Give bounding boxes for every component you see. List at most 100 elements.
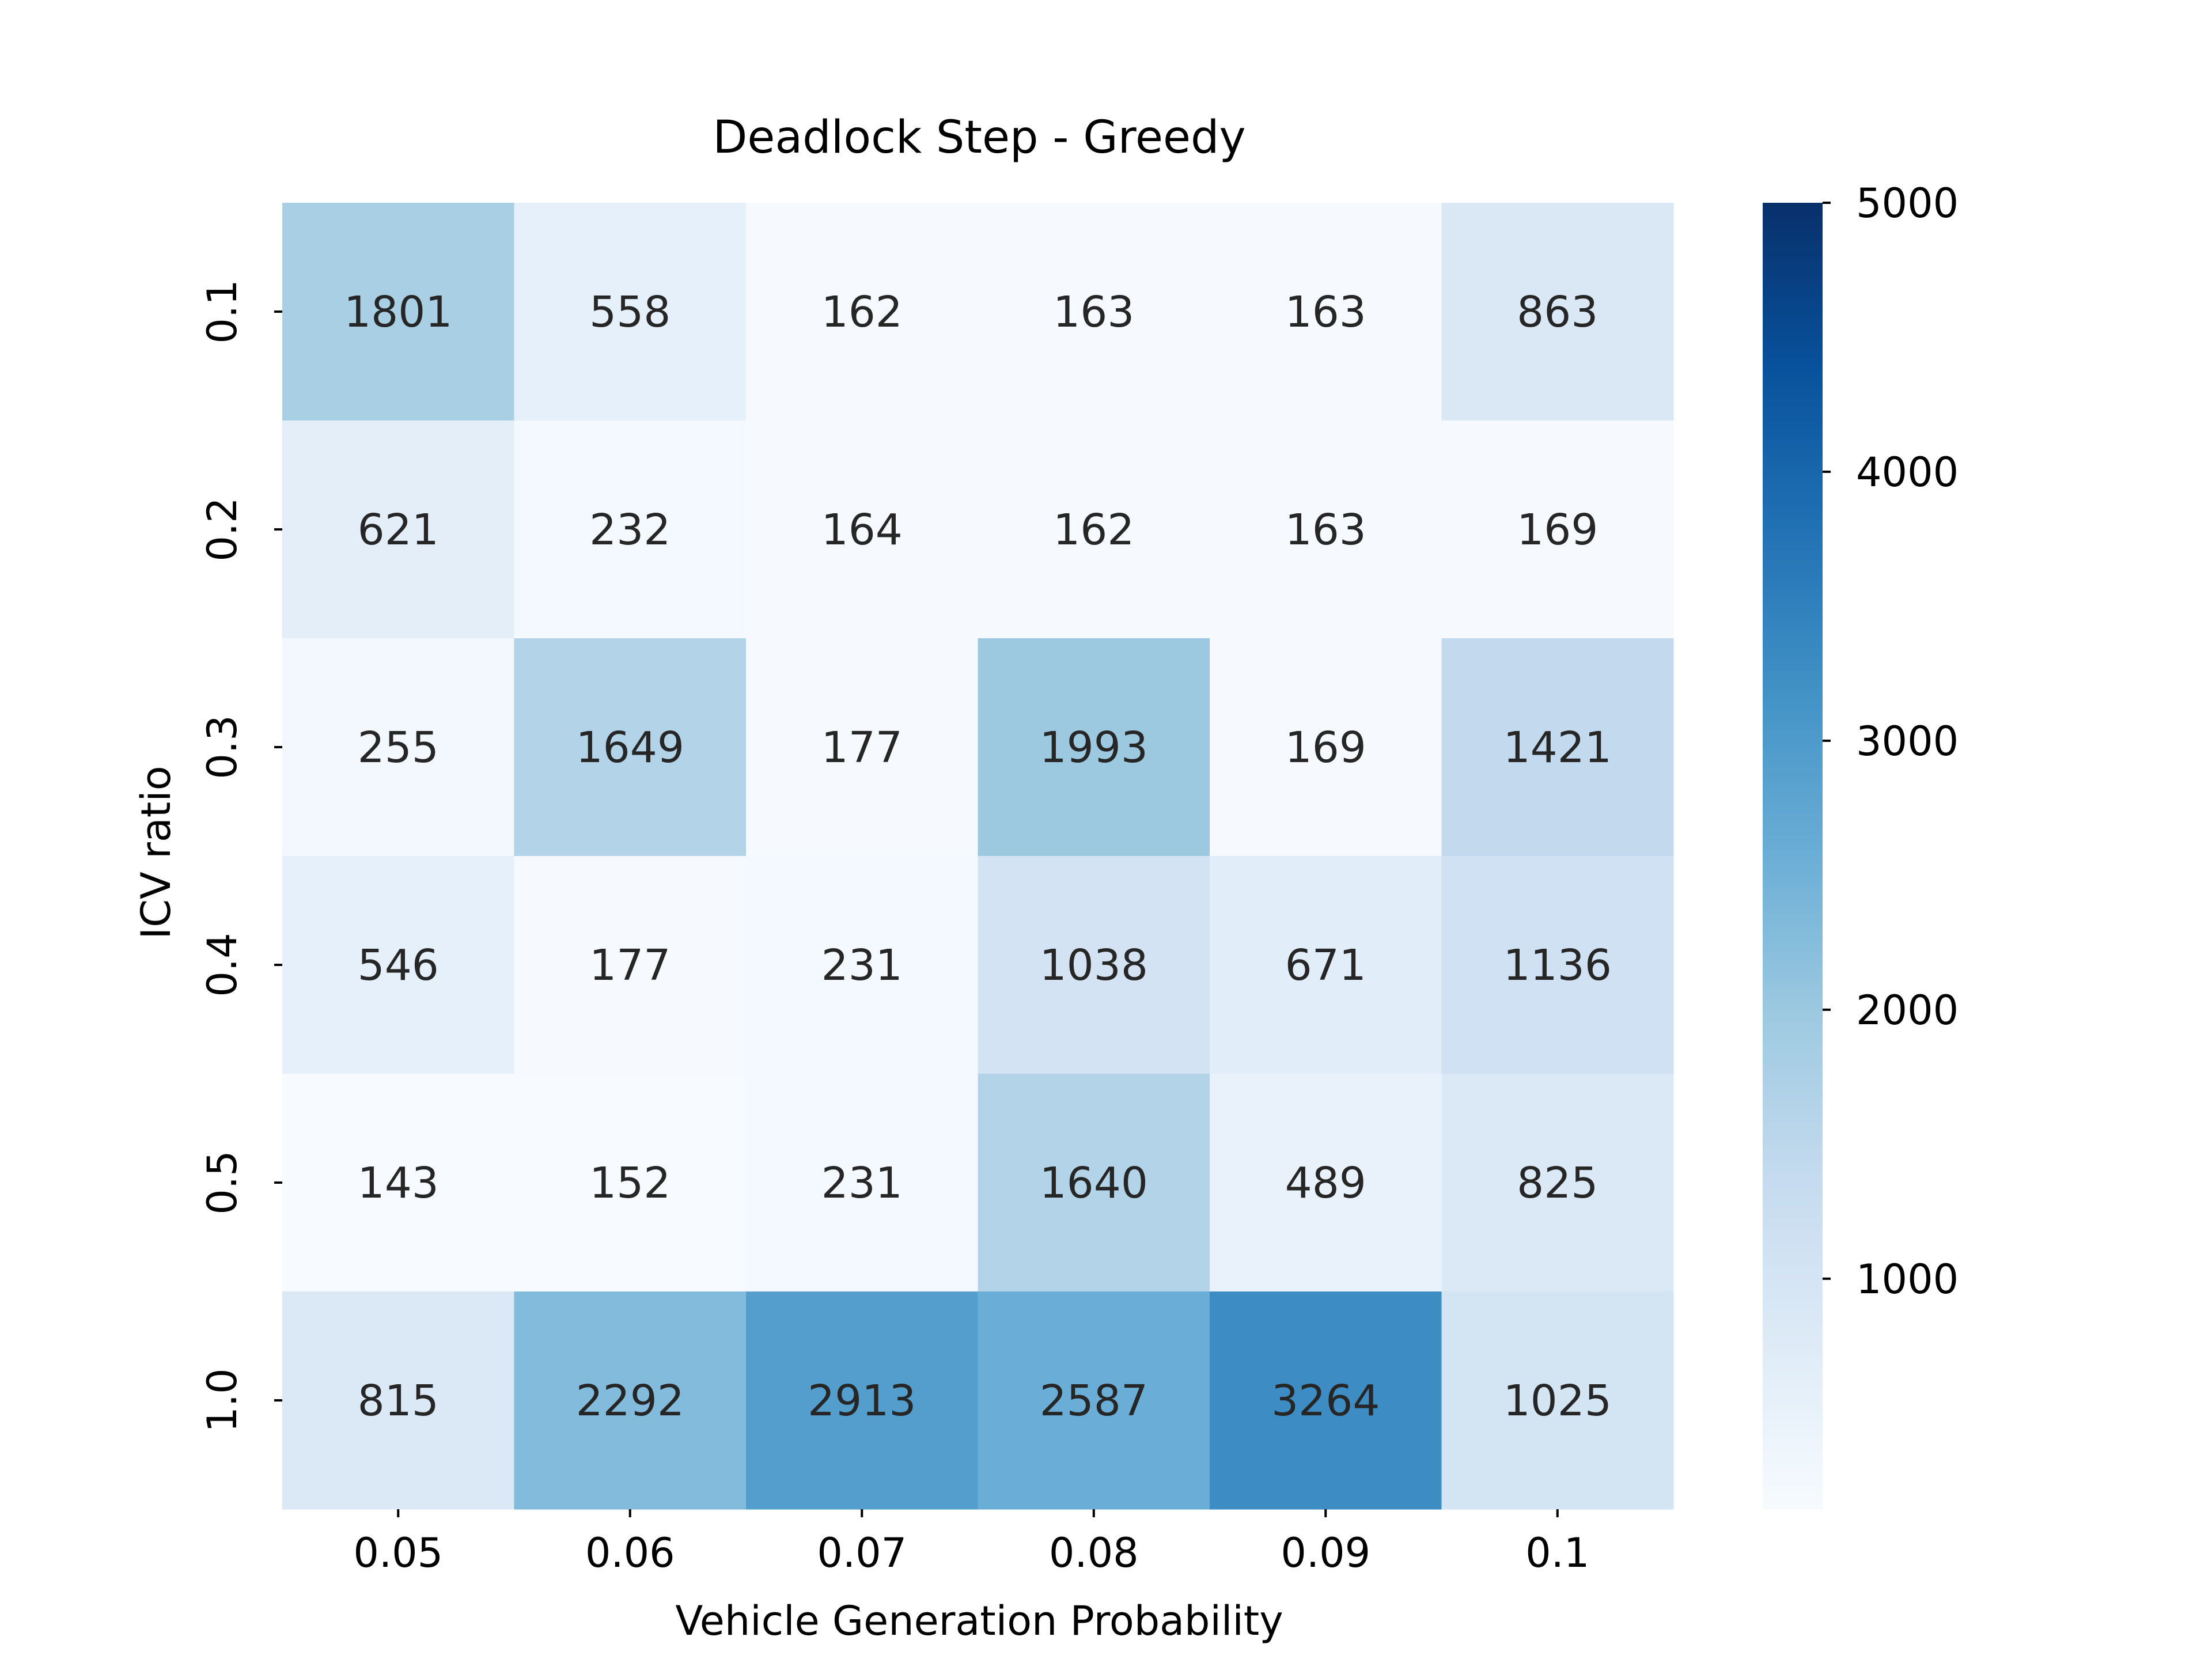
cell-value-label: 815	[358, 1376, 439, 1426]
x-axis-label: Vehicle Generation Probability	[675, 1597, 1283, 1645]
heatmap-cell	[514, 638, 747, 857]
y-tick-label: 1.0	[199, 1368, 246, 1432]
cell-value-label: 231	[821, 1158, 903, 1208]
x-axis-ticks: 0.05 0.06 0.07 0.08 0.09 0.1	[353, 1509, 1589, 1577]
cell-value-label: 143	[358, 1158, 439, 1208]
heatmap-cell	[746, 1074, 978, 1292]
colorbar-tick-label: 4000	[1856, 449, 1959, 496]
x-tick-label: 0.08	[1049, 1529, 1139, 1577]
heatmap-cell	[514, 203, 747, 421]
cell-value-label: 489	[1285, 1158, 1366, 1208]
x-tick-label: 0.06	[585, 1529, 675, 1577]
heatmap-cell	[1441, 421, 1674, 639]
heatmap-value-labels: 1801 558 162 163 163 863 621 232 164 162 163 169 255…	[344, 287, 1612, 1426]
cell-value-label: 2587	[1040, 1376, 1148, 1426]
cell-value-label: 162	[1053, 505, 1134, 555]
heatmap-cell	[978, 856, 1210, 1074]
cell-value-label: 1136	[1503, 941, 1612, 990]
cell-value-label: 1649	[576, 723, 684, 772]
cell-value-label: 1640	[1040, 1158, 1148, 1208]
cell-value-label: 1801	[344, 287, 452, 337]
colorbar-tick-label: 3000	[1856, 718, 1959, 765]
cell-value-label: 177	[821, 723, 903, 772]
heatmap-cell	[1210, 1074, 1442, 1292]
heatmap-cell	[1210, 856, 1442, 1074]
cell-value-label: 621	[358, 505, 439, 555]
heatmap-cell	[1441, 638, 1674, 857]
heatmap-cell	[978, 638, 1210, 857]
cell-value-label: 163	[1285, 505, 1366, 555]
heatmap-cell	[1441, 1291, 1674, 1510]
cell-value-label: 2913	[808, 1376, 916, 1426]
heatmap-cell	[282, 203, 514, 421]
heatmap-cell	[514, 856, 747, 1074]
heatmap-cell	[1210, 1291, 1442, 1510]
heatmap-cells	[282, 203, 1674, 1510]
y-tick-label: 0.3	[199, 715, 246, 779]
heatmap-cell	[514, 421, 747, 639]
heatmap-cell	[282, 421, 514, 639]
heatmap-cell	[282, 856, 514, 1074]
heatmap-cell	[282, 1291, 514, 1510]
x-tick-label: 0.09	[1281, 1529, 1370, 1577]
cell-value-label: 1421	[1503, 723, 1612, 772]
heatmap-cell	[514, 1074, 747, 1292]
cell-value-label: 231	[821, 941, 903, 990]
heatmap-cell	[978, 1291, 1210, 1510]
heatmap-cell	[746, 856, 978, 1074]
cell-value-label: 1025	[1503, 1376, 1612, 1426]
heatmap-cell	[1210, 638, 1442, 857]
colorbar-tick-label: 2000	[1856, 987, 1959, 1034]
y-axis-ticks: 0.1 0.2 0.3 0.4 0.5 1.0	[199, 279, 282, 1433]
cell-value-label: 255	[358, 723, 439, 772]
x-tick-label: 0.05	[353, 1529, 443, 1577]
heatmap-cell	[746, 203, 978, 421]
colorbar-tick-label: 5000	[1856, 180, 1959, 227]
y-tick-label: 0.2	[199, 497, 246, 561]
cell-value-label: 163	[1053, 287, 1134, 337]
heatmap-cell	[978, 421, 1210, 639]
cell-value-label: 825	[1517, 1158, 1598, 1208]
heatmap-cell	[1210, 203, 1442, 421]
colorbar-tick-label: 1000	[1856, 1256, 1959, 1303]
colorbar: 1000 2000 3000 4000 5000	[1763, 180, 1959, 1509]
cell-value-label: 1038	[1040, 941, 1148, 990]
heatmap-cell	[282, 638, 514, 857]
cell-value-label: 152	[589, 1158, 671, 1208]
heatmap-cell	[746, 421, 978, 639]
x-tick-label: 0.1	[1525, 1529, 1589, 1577]
cell-value-label: 164	[821, 505, 903, 555]
heatmap-cell	[746, 638, 978, 857]
colorbar-gradient	[1763, 203, 1823, 1509]
cell-value-label: 177	[589, 941, 671, 990]
cell-value-label: 2292	[576, 1376, 684, 1426]
x-tick-label: 0.07	[817, 1529, 907, 1577]
heatmap-cell	[282, 1074, 514, 1292]
heatmap-cell	[978, 1074, 1210, 1292]
heatmap-cell	[746, 1291, 978, 1510]
y-tick-label: 0.5	[199, 1150, 246, 1214]
cell-value-label: 3264	[1271, 1376, 1380, 1426]
y-tick-label: 0.1	[199, 279, 246, 343]
cell-value-label: 1993	[1040, 723, 1148, 772]
heatmap-cell	[1441, 856, 1674, 1074]
colorbar-ticks: 1000 2000 3000 4000 5000	[1823, 180, 1959, 1303]
cell-value-label: 162	[821, 287, 903, 337]
heatmap-cell	[1210, 421, 1442, 639]
heatmap-cell	[1441, 203, 1674, 421]
y-axis-label: ICV ratio	[132, 766, 180, 939]
heatmap-cell	[514, 1291, 747, 1510]
cell-value-label: 863	[1517, 287, 1598, 337]
heatmap-cell	[1441, 1074, 1674, 1292]
cell-value-label: 546	[358, 941, 439, 990]
heatmap-cell	[978, 203, 1210, 421]
chart-title: Deadlock Step - Greedy	[713, 112, 1245, 164]
cell-value-label: 232	[589, 505, 671, 555]
cell-value-label: 558	[589, 287, 671, 337]
cell-value-label: 169	[1285, 723, 1366, 772]
y-tick-label: 0.4	[199, 933, 246, 997]
cell-value-label: 169	[1517, 505, 1598, 555]
cell-value-label: 163	[1285, 287, 1366, 337]
cell-value-label: 671	[1285, 941, 1366, 990]
